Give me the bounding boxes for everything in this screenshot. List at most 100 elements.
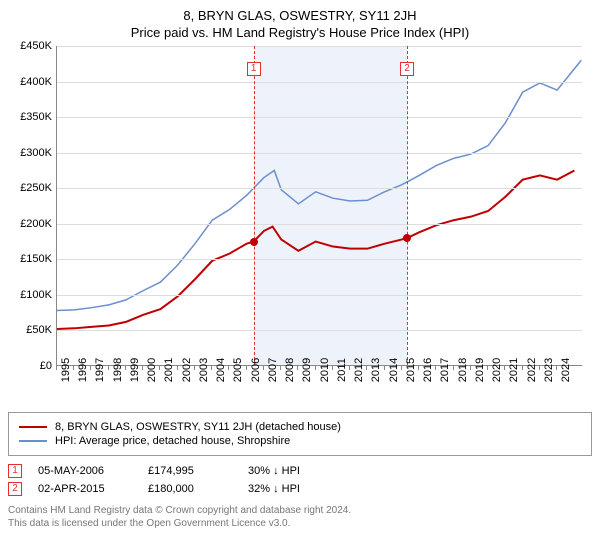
gridline <box>57 117 582 118</box>
x-tick-label: 2014 <box>388 358 400 382</box>
x-tick-label: 1999 <box>129 358 141 382</box>
sales-row: 2 02-APR-2015£180,00032% ↓ HPI <box>8 482 592 496</box>
gridline <box>57 82 582 83</box>
chart-title: 8, BRYN GLAS, OSWESTRY, SY11 2JH <box>8 8 592 23</box>
x-tick <box>142 366 143 370</box>
x-tick-label: 2017 <box>439 358 451 382</box>
x-tick-label: 2021 <box>508 358 520 382</box>
y-tick-label: £100K <box>20 289 52 301</box>
x-tick <box>418 366 419 370</box>
legend-label: 8, BRYN GLAS, OSWESTRY, SY11 2JH (detach… <box>55 421 341 433</box>
x-tick <box>228 366 229 370</box>
x-tick <box>366 366 367 370</box>
x-tick <box>349 366 350 370</box>
gridline <box>57 330 582 331</box>
x-tick <box>435 366 436 370</box>
legend-label: HPI: Average price, detached house, Shro… <box>55 435 290 447</box>
gridline <box>57 259 582 260</box>
x-tick-label: 1996 <box>77 358 89 382</box>
sales-row: 1 05-MAY-2006£174,99530% ↓ HPI <box>8 464 592 478</box>
y-axis: £0£50K£100K£150K£200K£250K£300K£350K£400… <box>8 46 56 366</box>
x-tick-label: 2023 <box>543 358 555 382</box>
x-tick <box>56 366 57 370</box>
x-tick <box>453 366 454 370</box>
x-tick-label: 2003 <box>198 358 210 382</box>
series-line-property <box>57 170 574 329</box>
x-tick <box>470 366 471 370</box>
x-tick-label: 2016 <box>422 358 434 382</box>
y-tick-label: £50K <box>26 324 52 336</box>
legend-swatch <box>19 440 47 442</box>
x-tick <box>108 366 109 370</box>
x-tick <box>73 366 74 370</box>
x-tick <box>487 366 488 370</box>
sale-marker-box: 2 <box>400 62 414 76</box>
x-tick-label: 2020 <box>491 358 503 382</box>
y-tick-label: £450K <box>20 40 52 52</box>
x-tick-label: 2000 <box>146 358 158 382</box>
y-tick-label: £300K <box>20 147 52 159</box>
x-tick <box>280 366 281 370</box>
x-tick <box>556 366 557 370</box>
y-tick-label: £250K <box>20 182 52 194</box>
series-line-hpi <box>57 60 581 310</box>
x-tick <box>246 366 247 370</box>
x-tick-label: 2010 <box>319 358 331 382</box>
x-tick-label: 2008 <box>284 358 296 382</box>
gridline <box>57 295 582 296</box>
legend-item: 8, BRYN GLAS, OSWESTRY, SY11 2JH (detach… <box>19 421 581 433</box>
x-tick <box>90 366 91 370</box>
y-tick-label: £200K <box>20 218 52 230</box>
x-tick <box>125 366 126 370</box>
y-tick-label: £350K <box>20 111 52 123</box>
x-tick <box>384 366 385 370</box>
sales-price: £174,995 <box>148 465 248 477</box>
sale-marker-line <box>254 46 255 365</box>
sale-point <box>403 234 411 242</box>
x-tick-label: 1995 <box>60 358 72 382</box>
x-tick <box>332 366 333 370</box>
x-tick-label: 2024 <box>560 358 572 382</box>
x-tick-label: 2011 <box>336 358 348 382</box>
sale-point <box>250 238 258 246</box>
x-tick <box>177 366 178 370</box>
sales-table: 1 05-MAY-2006£174,99530% ↓ HPI 2 02-APR-201… <box>8 464 592 496</box>
footnote: Contains HM Land Registry data © Crown c… <box>8 504 592 530</box>
x-tick <box>539 366 540 370</box>
legend: 8, BRYN GLAS, OSWESTRY, SY11 2JH (detach… <box>8 412 592 456</box>
x-tick <box>159 366 160 370</box>
x-tick-label: 2009 <box>301 358 313 382</box>
x-axis: 1995199619971998199920002001200220032004… <box>56 366 582 406</box>
x-tick <box>522 366 523 370</box>
sales-marker: 1 <box>8 464 22 478</box>
legend-item: HPI: Average price, detached house, Shro… <box>19 435 581 447</box>
y-tick-label: £150K <box>20 253 52 265</box>
y-tick-label: £400K <box>20 76 52 88</box>
gridline <box>57 46 582 47</box>
sales-date: 05-MAY-2006 <box>38 465 148 477</box>
x-tick-label: 2001 <box>163 358 175 382</box>
x-tick-label: 2004 <box>215 358 227 382</box>
sale-marker-box: 1 <box>247 62 261 76</box>
x-tick <box>504 366 505 370</box>
x-tick-label: 1997 <box>94 358 106 382</box>
x-tick <box>401 366 402 370</box>
x-tick-label: 2005 <box>232 358 244 382</box>
sales-diff: 30% ↓ HPI <box>248 465 348 477</box>
x-tick <box>297 366 298 370</box>
x-tick <box>315 366 316 370</box>
x-tick-label: 2018 <box>457 358 469 382</box>
sales-diff: 32% ↓ HPI <box>248 483 348 495</box>
x-tick-label: 2022 <box>526 358 538 382</box>
gridline <box>57 153 582 154</box>
x-tick-label: 2012 <box>353 358 365 382</box>
gridline <box>57 188 582 189</box>
sales-date: 02-APR-2015 <box>38 483 148 495</box>
x-tick-label: 2013 <box>370 358 382 382</box>
x-tick-label: 2002 <box>181 358 193 382</box>
sales-price: £180,000 <box>148 483 248 495</box>
y-tick-label: £0 <box>40 360 52 372</box>
line-layer <box>57 46 582 365</box>
sales-marker: 2 <box>8 482 22 496</box>
x-tick-label: 2019 <box>474 358 486 382</box>
